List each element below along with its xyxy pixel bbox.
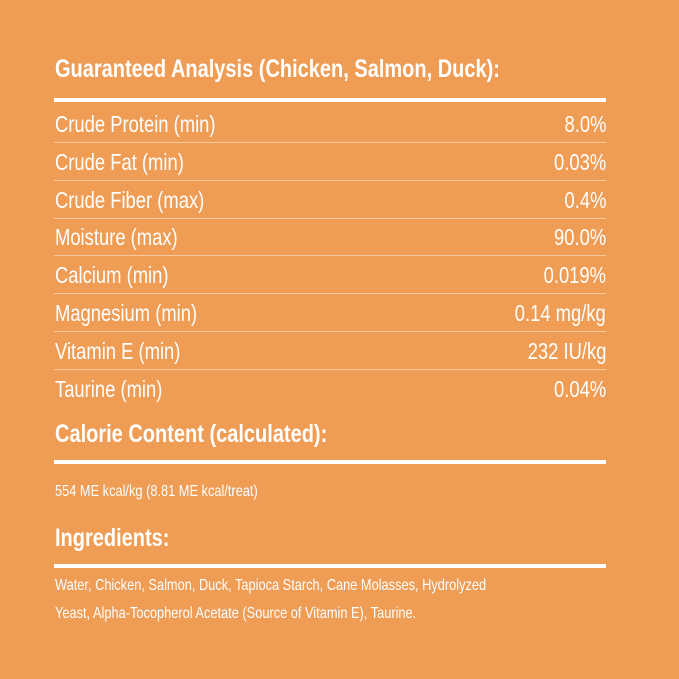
nutrient-value: 232 IU/kg [527,337,606,364]
ingredients-line-2: Yeast, Alpha-Tocopherol Acetate (Source … [55,605,417,622]
nutrient-value: 8.0% [564,111,606,137]
analysis-row: Crude Fiber (max) 0.4% [54,181,606,219]
divider [54,460,606,464]
analysis-row: Taurine (min) 0.04% [54,370,606,408]
nutrient-value: 0.4% [564,186,606,213]
calorie-heading: Calorie Content (calculated): [55,420,328,448]
row-divider [54,255,606,257]
analysis-row: Crude Protein (min) 8.0% [54,105,606,143]
analysis-row: Crude Fat (min) 0.03% [54,143,606,181]
row-divider [54,331,606,332]
divider [54,98,606,102]
nutrient-label: Crude Protein (min) [55,111,216,137]
nutrient-value: 0.03% [553,148,606,175]
row-divider [54,179,606,181]
guaranteed-analysis-heading: Guaranteed Analysis (Chicken, Salmon, Du… [55,55,500,83]
analysis-row: Magnesium (min) 0.14 mg/kg [54,294,606,332]
nutrient-label: Moisture (max) [55,224,178,251]
analysis-row: Vitamin E (min) 232 IU/kg [54,332,606,370]
nutrient-label: Crude Fiber (max) [55,186,205,213]
nutrient-value: 0.019% [543,262,606,289]
nutrient-label: Vitamin E (min) [55,337,181,364]
nutrient-value: 90.0% [553,224,606,251]
ingredients-line-1: Water, Chicken, Salmon, Duck, Tapioca St… [55,577,487,594]
calorie-text: 554 ME kcal/kg (8.81 ME kcal/treat) [55,483,258,500]
row-divider [54,368,606,370]
nutrient-label: Magnesium (min) [55,300,198,326]
row-divider [54,293,606,295]
row-divider [54,142,606,143]
nutrient-label: Calcium (min) [55,262,169,289]
analysis-row: Moisture (max) 90.0% [54,218,606,256]
nutrient-value: 0.14 mg/kg [514,300,606,326]
ingredients-heading: Ingredients: [55,524,170,552]
nutrient-value: 0.04% [553,375,606,402]
nutrient-label: Crude Fat (min) [55,148,184,175]
analysis-row: Calcium (min) 0.019% [54,256,606,294]
nutrient-label: Taurine (min) [55,375,163,402]
divider [54,564,606,568]
row-divider [54,217,606,219]
